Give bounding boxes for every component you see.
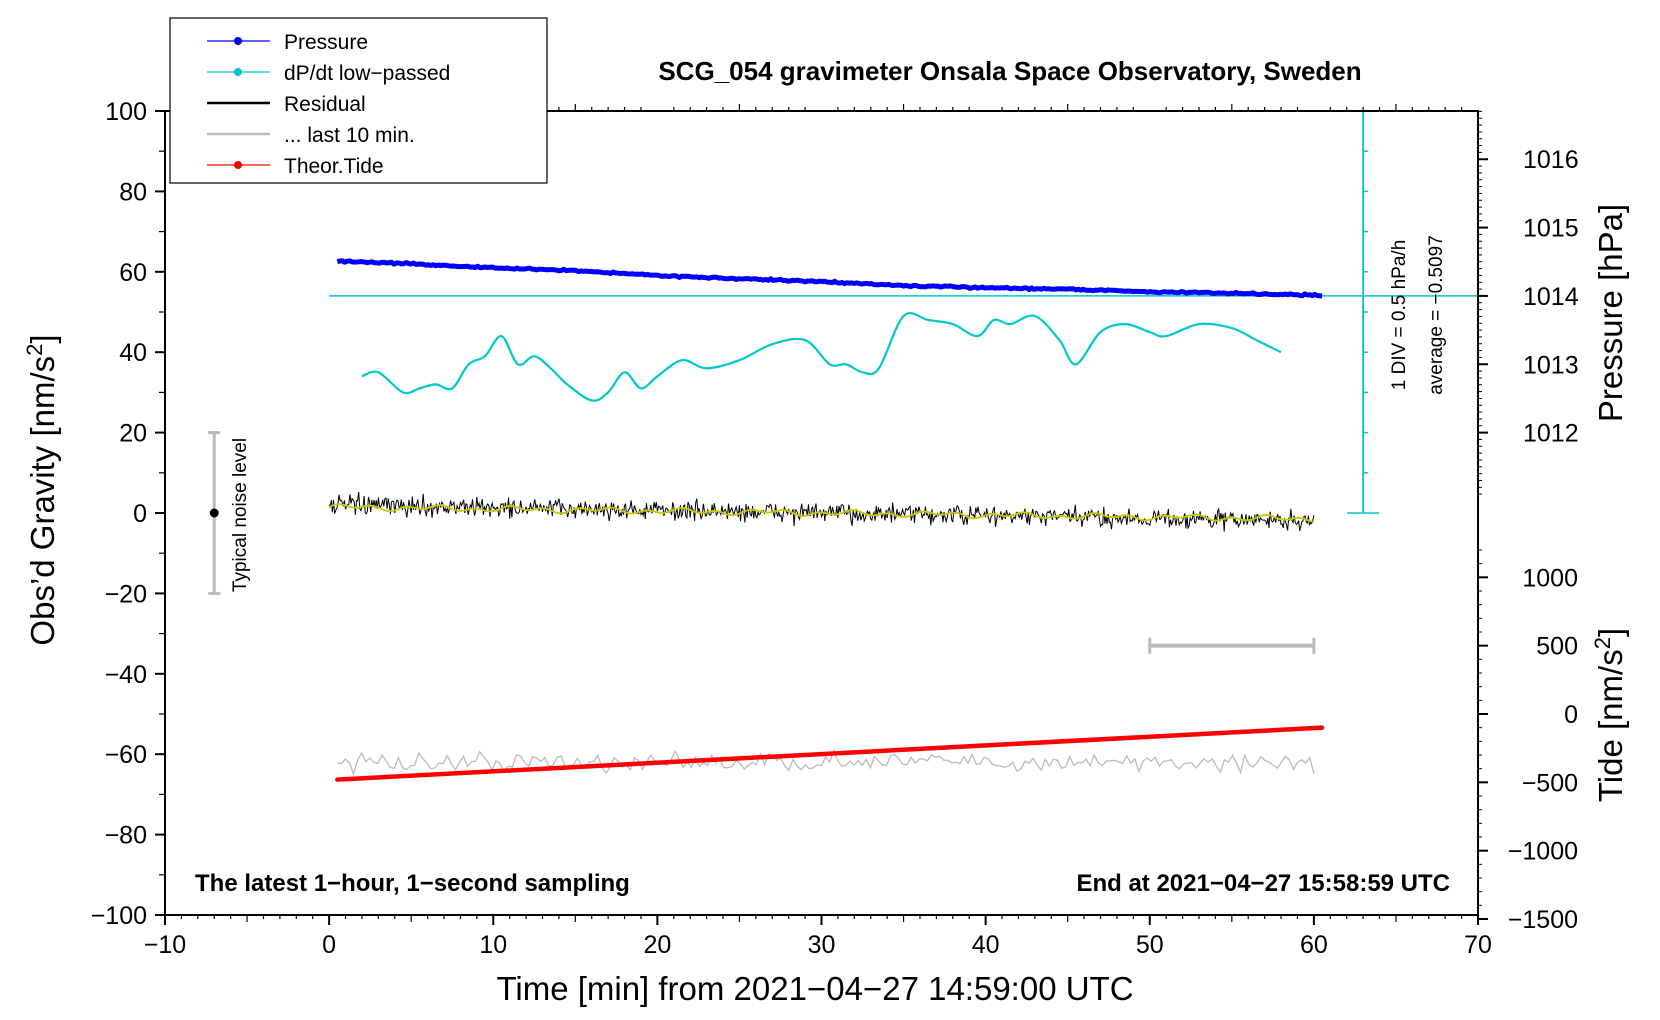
x-tick-label: 20 bbox=[643, 931, 671, 959]
x-tick-label: −10 bbox=[144, 931, 186, 959]
legend: Pressure dP/dt low−passed Residual ... last… bbox=[169, 17, 548, 184]
y-tick-label: 40 bbox=[119, 339, 147, 367]
y-tick-label: 0 bbox=[133, 500, 147, 528]
series-theoretical-tide bbox=[335, 725, 1325, 782]
legend-label: Theor.Tide bbox=[284, 155, 384, 178]
tide-tick-label: −500 bbox=[1522, 769, 1578, 797]
tide-tick-label: 1000 bbox=[1522, 564, 1578, 592]
y-tick-label: −40 bbox=[105, 661, 147, 689]
y-tick-label: 20 bbox=[119, 420, 147, 448]
series-residual-smoothed bbox=[328, 503, 1315, 524]
x-tick-label: 30 bbox=[808, 931, 836, 959]
x-tick-label: 10 bbox=[479, 931, 507, 959]
legend-marker bbox=[234, 68, 242, 76]
x-tick-label: 50 bbox=[1136, 931, 1164, 959]
y-axis-title-tide: Tide [nm/s2] bbox=[1590, 628, 1629, 802]
y-tick-label: 80 bbox=[119, 178, 147, 206]
legend-label: ... last 10 min. bbox=[284, 124, 415, 147]
noise-level-label: Typical noise level bbox=[230, 438, 251, 592]
tide-tick-label: −1500 bbox=[1508, 906, 1578, 934]
pressure-tick-label: 1013 bbox=[1523, 351, 1579, 379]
y-axis-title-tide-sup: 2 bbox=[1590, 637, 1615, 649]
legend-label: Residual bbox=[284, 93, 366, 116]
footer-right: End at 2021−04−27 15:58:59 UTC bbox=[1076, 870, 1450, 897]
pressure-tick-label: 1016 bbox=[1523, 146, 1579, 174]
pressure-tick-label: 1012 bbox=[1523, 420, 1579, 448]
y-axis-title-tide-main: Tide [nm/s bbox=[1592, 649, 1629, 802]
y-tick-label: −80 bbox=[105, 822, 147, 850]
y-tick-label: 100 bbox=[105, 98, 147, 126]
y-axis-title-left-main: Obs’d Gravity [nm/s bbox=[24, 356, 61, 646]
y-axis-title-left-sup: 2 bbox=[22, 344, 47, 356]
dpdt-scale-label-2: average = −0.5097 bbox=[1426, 235, 1447, 395]
y-tick-label: −60 bbox=[105, 741, 147, 769]
y-tick-label: 60 bbox=[119, 259, 147, 287]
y-axis-title-left: Obs’d Gravity [nm/s2] bbox=[22, 334, 61, 645]
x-tick-label: 60 bbox=[1300, 931, 1328, 959]
pressure-tick-label: 1015 bbox=[1523, 215, 1579, 243]
legend-label: Pressure bbox=[284, 31, 368, 54]
x-tick-label: 40 bbox=[972, 931, 1000, 959]
x-tick-label: 0 bbox=[322, 931, 336, 959]
text-layer: SCG_054 gravimeter Onsala Space Observat… bbox=[22, 56, 1629, 1007]
legend-marker bbox=[234, 37, 242, 45]
legend-box bbox=[169, 17, 548, 184]
series-pressure bbox=[336, 258, 1323, 299]
x-tick-label: 70 bbox=[1464, 931, 1492, 959]
pressure-tick-label: 1014 bbox=[1523, 283, 1579, 311]
x-axis-title: Time [min] from 2021−04−27 14:59:00 UTC bbox=[496, 970, 1133, 1007]
series-residual bbox=[328, 491, 1315, 532]
tide-tick-label: 500 bbox=[1536, 633, 1578, 661]
y-axis-title-left-end: ] bbox=[24, 334, 61, 343]
legend-label: dP/dt low−passed bbox=[284, 62, 450, 85]
series-noise-trace bbox=[337, 748, 1315, 777]
axes-layer: −10 0 10 20 30 40 50 60 70−100−80−60−40−20020406… bbox=[91, 98, 1579, 959]
tide-tick-label: 0 bbox=[1564, 701, 1578, 729]
series-layer bbox=[208, 110, 1478, 782]
y-tick-label: −20 bbox=[105, 580, 147, 608]
dpdt-scale-label-1: 1 DIV = 0.5 hPa/h bbox=[1389, 240, 1410, 391]
y-axis-title-tide-end: ] bbox=[1592, 628, 1629, 637]
noise-level-center bbox=[209, 508, 219, 518]
chart-title: SCG_054 gravimeter Onsala Space Observat… bbox=[658, 56, 1361, 86]
series-dpdt bbox=[361, 311, 1282, 402]
legend-marker bbox=[234, 161, 242, 169]
footer-left: The latest 1−hour, 1−second sampling bbox=[195, 870, 630, 897]
tide-tick-label: −1000 bbox=[1508, 838, 1578, 866]
y-tick-label: −100 bbox=[91, 902, 147, 930]
y-axis-title-pressure: Pressure [hPa] bbox=[1592, 204, 1629, 422]
